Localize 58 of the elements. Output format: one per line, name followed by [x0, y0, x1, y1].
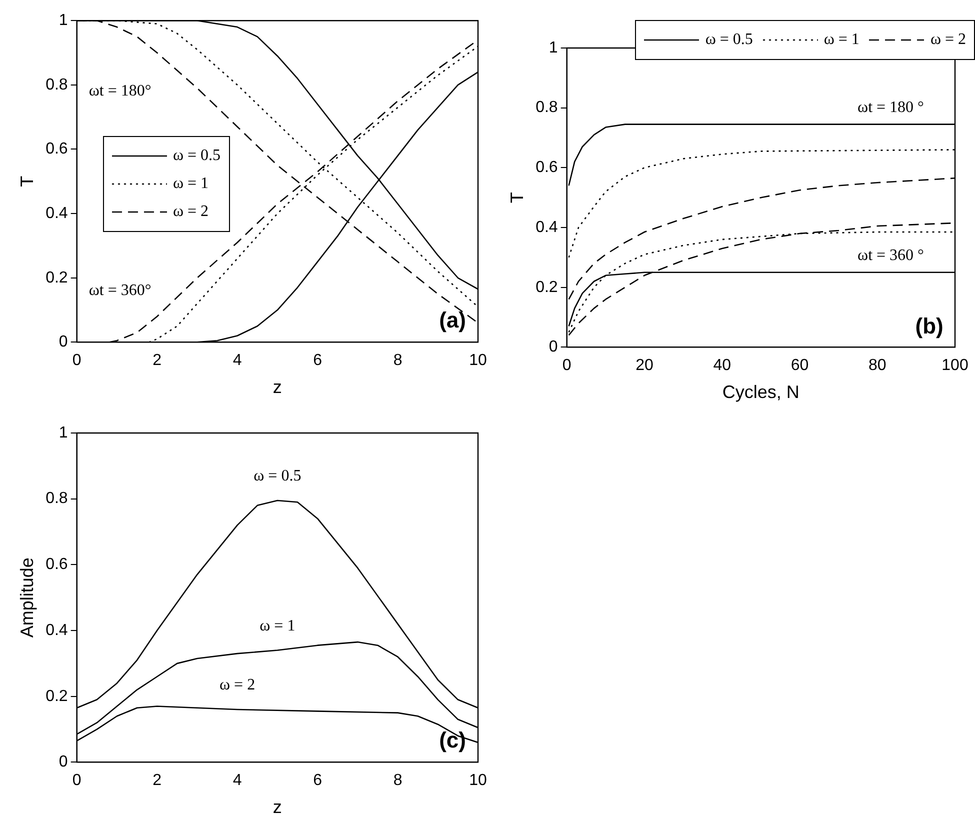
y-tick-label: 0.2 — [46, 688, 68, 705]
x-axis-title: z — [272, 377, 282, 398]
y-tick-label: 0.6 — [46, 140, 68, 158]
annotation: ωt = 360 ° — [858, 247, 924, 264]
x-tick-label: 6 — [313, 772, 322, 790]
x-tick-label: 10 — [469, 772, 487, 790]
y-tick-label: 0.2 — [46, 269, 68, 286]
x-tick-label: 8 — [393, 772, 402, 790]
x-axis-title: z — [272, 797, 282, 815]
x-tick-label: 10 — [469, 352, 487, 370]
y-tick-label: 0.4 — [536, 218, 558, 236]
series-label: ω = 0.5 — [254, 468, 302, 485]
x-tick-label: 60 — [790, 357, 809, 374]
x-tick-label: 4 — [232, 772, 242, 790]
x-tick-label: 6 — [313, 352, 322, 370]
y-tick-label: 0 — [58, 754, 68, 771]
x-tick-label: 4 — [232, 352, 242, 370]
x-tick-label: 0 — [72, 352, 82, 370]
x-tick-label: 8 — [393, 352, 402, 370]
annotation: (b) — [915, 313, 944, 338]
y-tick-label: 1 — [58, 12, 68, 30]
legend-label: ω = 0.5 — [705, 31, 753, 49]
y-axis-title: T — [506, 192, 527, 204]
legend-label: ω = 1 — [824, 31, 860, 49]
x-axis-title: Cycles, N — [722, 382, 800, 402]
x-tick-label: 2 — [152, 772, 162, 790]
annotation: ωt = 360° — [88, 282, 152, 299]
y-tick-label: 0.4 — [46, 204, 68, 222]
y-tick-label: 0.6 — [46, 556, 68, 574]
y-tick-label: 1 — [58, 424, 68, 442]
series-label: ω = 2 — [220, 676, 256, 694]
y-tick-label: 0.8 — [46, 76, 68, 94]
x-tick-label: 2 — [152, 352, 162, 370]
y-tick-label: 0.2 — [536, 278, 558, 296]
x-tick-label: 80 — [868, 357, 886, 374]
annotation: (c) — [439, 727, 466, 752]
legend-label: ω = 2 — [173, 203, 209, 221]
annotation: ωt = 180 ° — [858, 99, 924, 116]
annotation: (a) — [439, 308, 466, 333]
series-label: ω = 1 — [260, 617, 296, 634]
y-axis-title: Amplitude — [16, 558, 37, 638]
y-tick-label: 0.8 — [536, 99, 558, 116]
legend-label: ω = 2 — [930, 31, 966, 49]
y-tick-label: 0.6 — [536, 159, 558, 176]
x-tick-label: 40 — [713, 357, 732, 374]
x-tick-label: 20 — [636, 357, 654, 374]
y-tick-label: 0.4 — [46, 622, 68, 639]
y-tick-label: 0 — [548, 338, 558, 356]
legend-label: ω = 1 — [173, 175, 209, 193]
x-tick-label: 100 — [942, 357, 968, 374]
y-tick-label: 0 — [58, 334, 68, 351]
legend-label: ω = 0.5 — [173, 147, 221, 165]
y-tick-label: 1 — [548, 39, 558, 56]
annotation: ωt = 180° — [88, 82, 152, 100]
y-tick-label: 0.8 — [46, 490, 68, 508]
x-tick-label: 0 — [562, 357, 572, 374]
x-tick-label: 0 — [72, 772, 82, 790]
y-axis-title: T — [16, 176, 37, 187]
